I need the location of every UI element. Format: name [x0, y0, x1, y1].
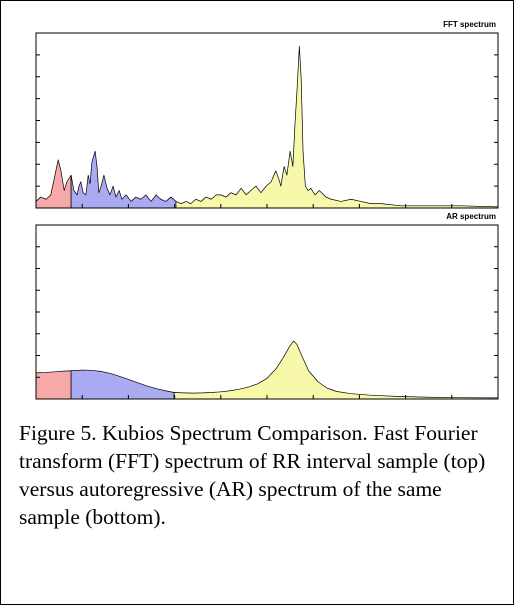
spectrum-area	[70, 369, 175, 400]
spectrum-area	[175, 45, 499, 209]
spectrum-area	[70, 150, 177, 209]
spectrum-area	[35, 370, 72, 400]
spectrum-area	[35, 159, 72, 209]
charts: FFT spectrum AR spectrum	[35, 20, 499, 400]
caption: Figure 5. Kubios Spectrum Comparison. Fa…	[19, 421, 486, 529]
chart-title: FFT spectrum	[443, 20, 496, 29]
chart-title: AR spectrum	[446, 212, 496, 221]
spectrum-area	[173, 340, 499, 400]
